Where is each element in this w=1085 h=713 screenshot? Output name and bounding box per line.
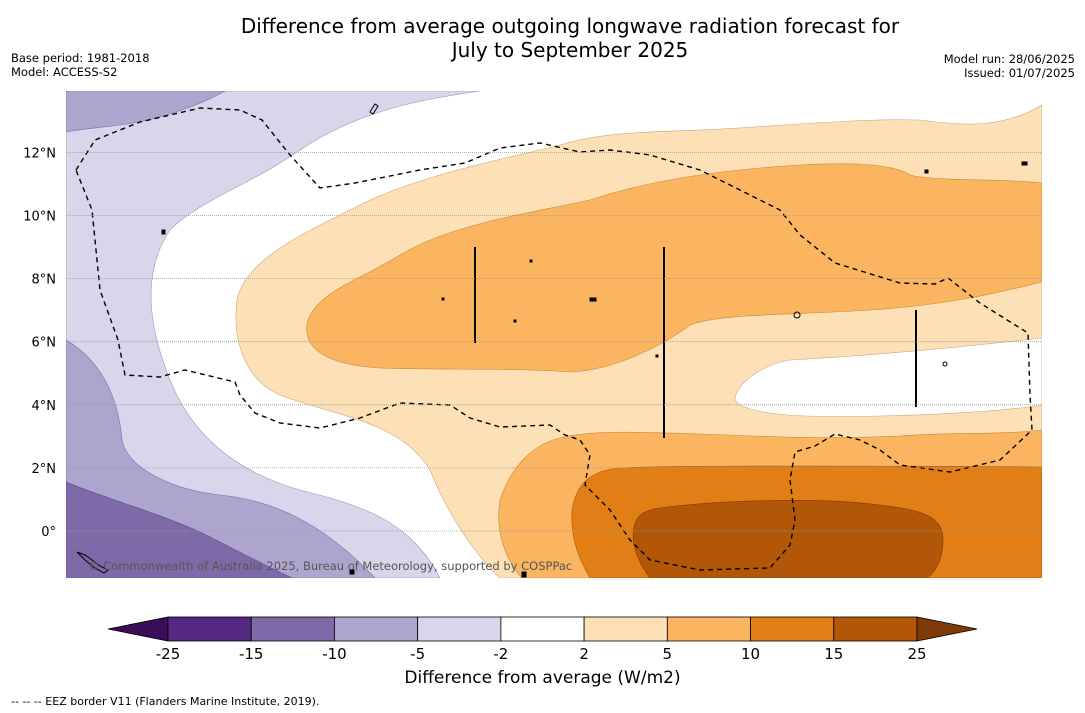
lat-tick-label: 2°N [32,462,57,477]
map-gridlines [66,151,1042,532]
base-period: Base period: 1981-2018 [11,51,150,65]
colorbar-extend-high [916,616,978,642]
band-minus15 [66,481,293,578]
band-plus2-hole [734,337,1042,417]
colorbar-tick-label: -25 [156,645,181,663]
colorbar-extend-low [107,616,169,642]
band-minus5 [66,91,481,578]
band-minus10-north [66,91,226,133]
band-plus15 [632,499,944,578]
issued-date: Issued: 01/07/2025 [964,66,1075,80]
colorbar-swatch [334,616,419,642]
colorbar-title: Difference from average (W/m2) [404,668,681,688]
colorbar-swatch [750,616,835,642]
copyright-notice: © Commonwealth of Australia 2025, Bureau… [88,559,572,573]
colorbar-swatch [666,616,751,642]
lat-tick-label: 10°N [23,210,56,225]
colorbar-swatch [417,616,502,642]
model-run: Model run: 28/06/2025 [943,52,1075,66]
lat-tick-label: 12°N [23,146,56,161]
island-markers [76,103,1028,578]
colorbar-swatch [833,616,918,642]
colorbar-swatch [500,616,585,642]
colorbar-swatch [167,616,252,642]
title-line-1: Difference from average outgoing longwav… [240,14,900,38]
eez-border [75,107,1033,571]
map-title: Difference from average outgoing longwav… [140,14,1000,62]
colorbar-swatch [583,616,668,642]
colorbar-tick-label: 15 [824,645,843,663]
lat-tick-label: 8°N [32,273,57,288]
colorbar: -25 -15 -10 -5 -2 2 5 10 15 25 [107,616,978,663]
lat-tick-label: 0° [41,525,56,540]
colorbar-swatch [250,616,335,642]
eez-legend-note: -- -- -- EEZ border V11 (Flanders Marine… [11,695,320,708]
title-line-2: July to September 2025 [451,38,689,62]
colorbar-tick-label: -10 [322,645,347,663]
colorbar-tick-label: -15 [239,645,264,663]
lat-tick-label: 6°N [32,336,57,351]
colorbar-tick-label: 5 [663,645,673,663]
colorbar-tick-label: 25 [907,645,926,663]
model-name: Model: ACCESS-S2 [11,65,118,79]
map-field [66,91,1042,578]
lat-tick-label: 4°N [32,399,57,414]
base-info: Base period: 1981-2018 Model: ACCESS-S2 [11,51,150,79]
colorbar-tick-label: -5 [410,645,425,663]
colorbar-tick-label: 10 [741,645,760,663]
run-info: Model run: 28/06/2025 Issued: 01/07/2025 [944,52,1075,80]
colorbar-tick-label: 2 [579,645,589,663]
colorbar-tick-label: -2 [493,645,508,663]
latitude-labels: 12°N 10°N 8°N 6°N 4°N 2°N 0° [23,146,56,540]
